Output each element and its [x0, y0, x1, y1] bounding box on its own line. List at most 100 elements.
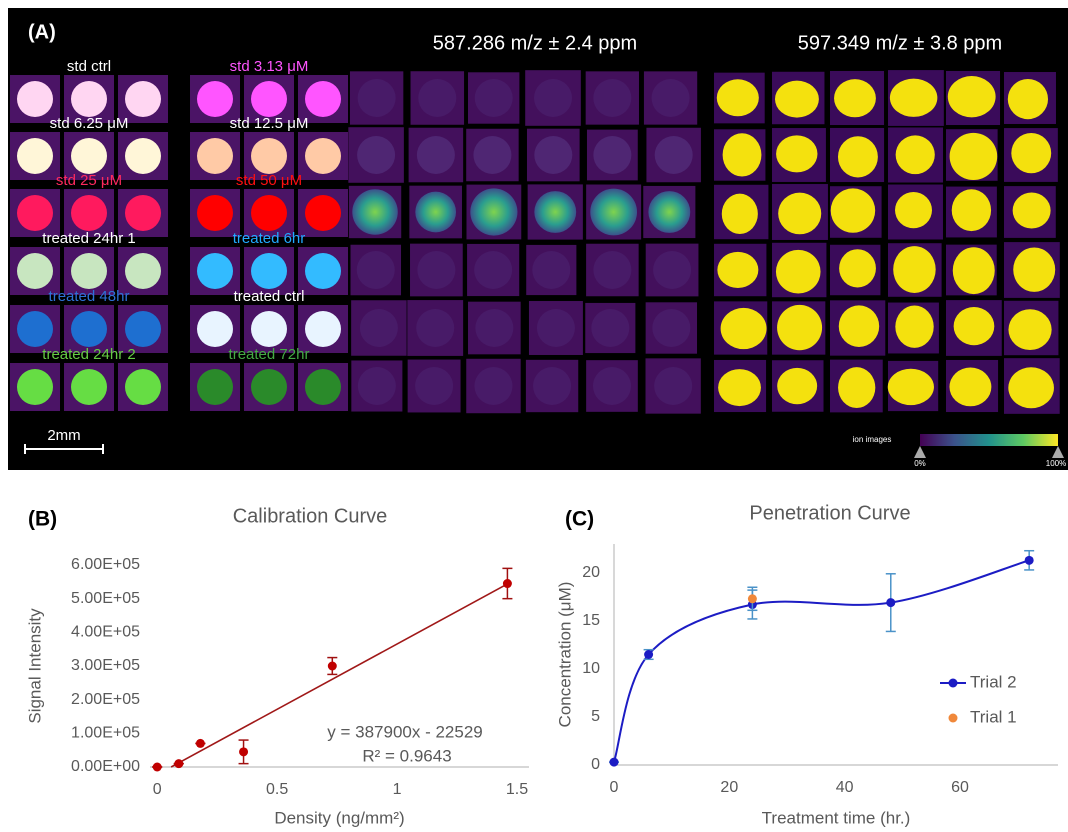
data-point — [886, 598, 896, 608]
ion-blob — [1008, 367, 1054, 409]
well-label: std 3.13 μM — [230, 58, 309, 75]
well-dot — [125, 253, 161, 289]
ion-blob — [532, 251, 571, 289]
well-dot — [251, 369, 287, 405]
well-label: std ctrl — [67, 58, 111, 75]
well-dot — [71, 195, 107, 231]
ion-blob — [593, 79, 632, 117]
panel-label: (B) — [28, 508, 57, 531]
ion-blob — [716, 79, 759, 117]
trendline-equation: y = 387900x - 22529 — [327, 722, 482, 741]
chart-title: Calibration Curve — [233, 505, 388, 527]
well-dot — [125, 311, 161, 347]
ion-blob — [1013, 247, 1056, 292]
ion-blob — [717, 251, 759, 288]
charts: (B) Calibration Curve Density (ng/mm²) Sign… — [25, 502, 1058, 827]
ion-blob — [895, 192, 932, 229]
ion-blob — [951, 189, 992, 232]
well-dot — [71, 369, 107, 405]
well-dot — [251, 195, 287, 231]
ion-blob — [357, 79, 396, 117]
well-label: treated ctrl — [234, 288, 305, 305]
x-tick-label: 1 — [393, 781, 402, 798]
well-dot — [17, 195, 53, 231]
trendline — [170, 583, 508, 768]
well-label: treated 6hr — [233, 230, 306, 247]
y-tick-label: 1.00E+05 — [71, 725, 140, 742]
ion-images — [348, 70, 1060, 414]
ion-header: 587.286 m/z ± 2.4 ppm — [433, 32, 637, 54]
well-dot — [197, 311, 233, 347]
well-label: treated 24hr 2 — [42, 346, 135, 363]
ion-tile — [528, 301, 583, 355]
y-axis-title: Signal Intensity — [25, 608, 44, 724]
well-dot — [125, 369, 161, 405]
ion-blob — [1012, 192, 1051, 229]
legend-label: Trial 1 — [970, 707, 1017, 726]
ion-tile — [351, 360, 403, 412]
ion-blob — [887, 368, 934, 406]
ion-blob — [474, 251, 513, 289]
y-tick-label: 4.00E+05 — [71, 624, 140, 641]
ion-blob — [592, 367, 631, 405]
ion-blob — [654, 136, 693, 174]
ion-tile — [526, 244, 577, 296]
ion-blob — [591, 309, 630, 347]
x-tick-label: 40 — [836, 779, 854, 796]
ion-blob — [474, 367, 513, 405]
well-dot — [71, 311, 107, 347]
ion-blob — [534, 191, 577, 233]
ion-tile — [525, 70, 581, 126]
panel-label: (C) — [565, 508, 594, 531]
ion-blob — [593, 251, 632, 289]
well-dot — [17, 369, 53, 405]
y-tick-label: 15 — [582, 612, 600, 629]
ion-tile — [349, 71, 404, 125]
ion-blob — [777, 304, 823, 351]
ion-blob — [778, 192, 822, 235]
legend-label: Trial 2 — [970, 672, 1017, 691]
well-dot — [197, 81, 233, 117]
chart-title: Penetration Curve — [749, 502, 910, 524]
ion-tile — [467, 243, 520, 297]
well-label: std 12.5 μM — [230, 115, 309, 132]
ion-tile — [643, 71, 698, 125]
well-dot — [197, 369, 233, 405]
ion-blob — [352, 189, 398, 235]
data-point — [644, 650, 654, 659]
scale-label: 2mm — [47, 427, 80, 444]
ion-blob — [952, 247, 995, 295]
ion-blob — [648, 191, 691, 233]
data-point — [327, 661, 337, 671]
ion-blob — [1007, 78, 1049, 120]
ion-tile — [645, 302, 698, 354]
y-tick-label: 2.00E+05 — [71, 691, 140, 708]
ion-tile — [586, 243, 639, 297]
ion-tile — [410, 71, 465, 125]
well-label: treated 48hr — [49, 288, 130, 305]
panel-label: (A) — [28, 21, 56, 43]
ion-blob — [593, 136, 632, 174]
y-tick-label: 20 — [582, 564, 600, 581]
ion-tile — [467, 72, 520, 124]
wells: std ctrl std 3.13 μM std 6.25 μM std 12.5 μ… — [10, 58, 348, 411]
well-dot — [251, 138, 287, 174]
well-dot — [71, 138, 107, 174]
ion-blob — [834, 79, 876, 118]
data-point — [195, 738, 205, 748]
colorbar-marker — [914, 446, 926, 458]
ion-blob — [895, 305, 934, 348]
ion-blob — [356, 251, 395, 289]
ion-blob — [652, 309, 691, 347]
well-dot — [305, 138, 341, 174]
ion-blob — [357, 136, 396, 174]
ion-blob — [776, 135, 818, 173]
ion-tile — [468, 301, 521, 355]
y-axis-title: Concentration (μM) — [555, 582, 574, 728]
trendline-r2: R² = 0.9643 — [362, 746, 451, 765]
well-dot — [197, 138, 233, 174]
ion-header: 597.349 m/z ± 3.8 ppm — [798, 32, 1002, 54]
colorbar-title: ion images — [853, 435, 892, 444]
